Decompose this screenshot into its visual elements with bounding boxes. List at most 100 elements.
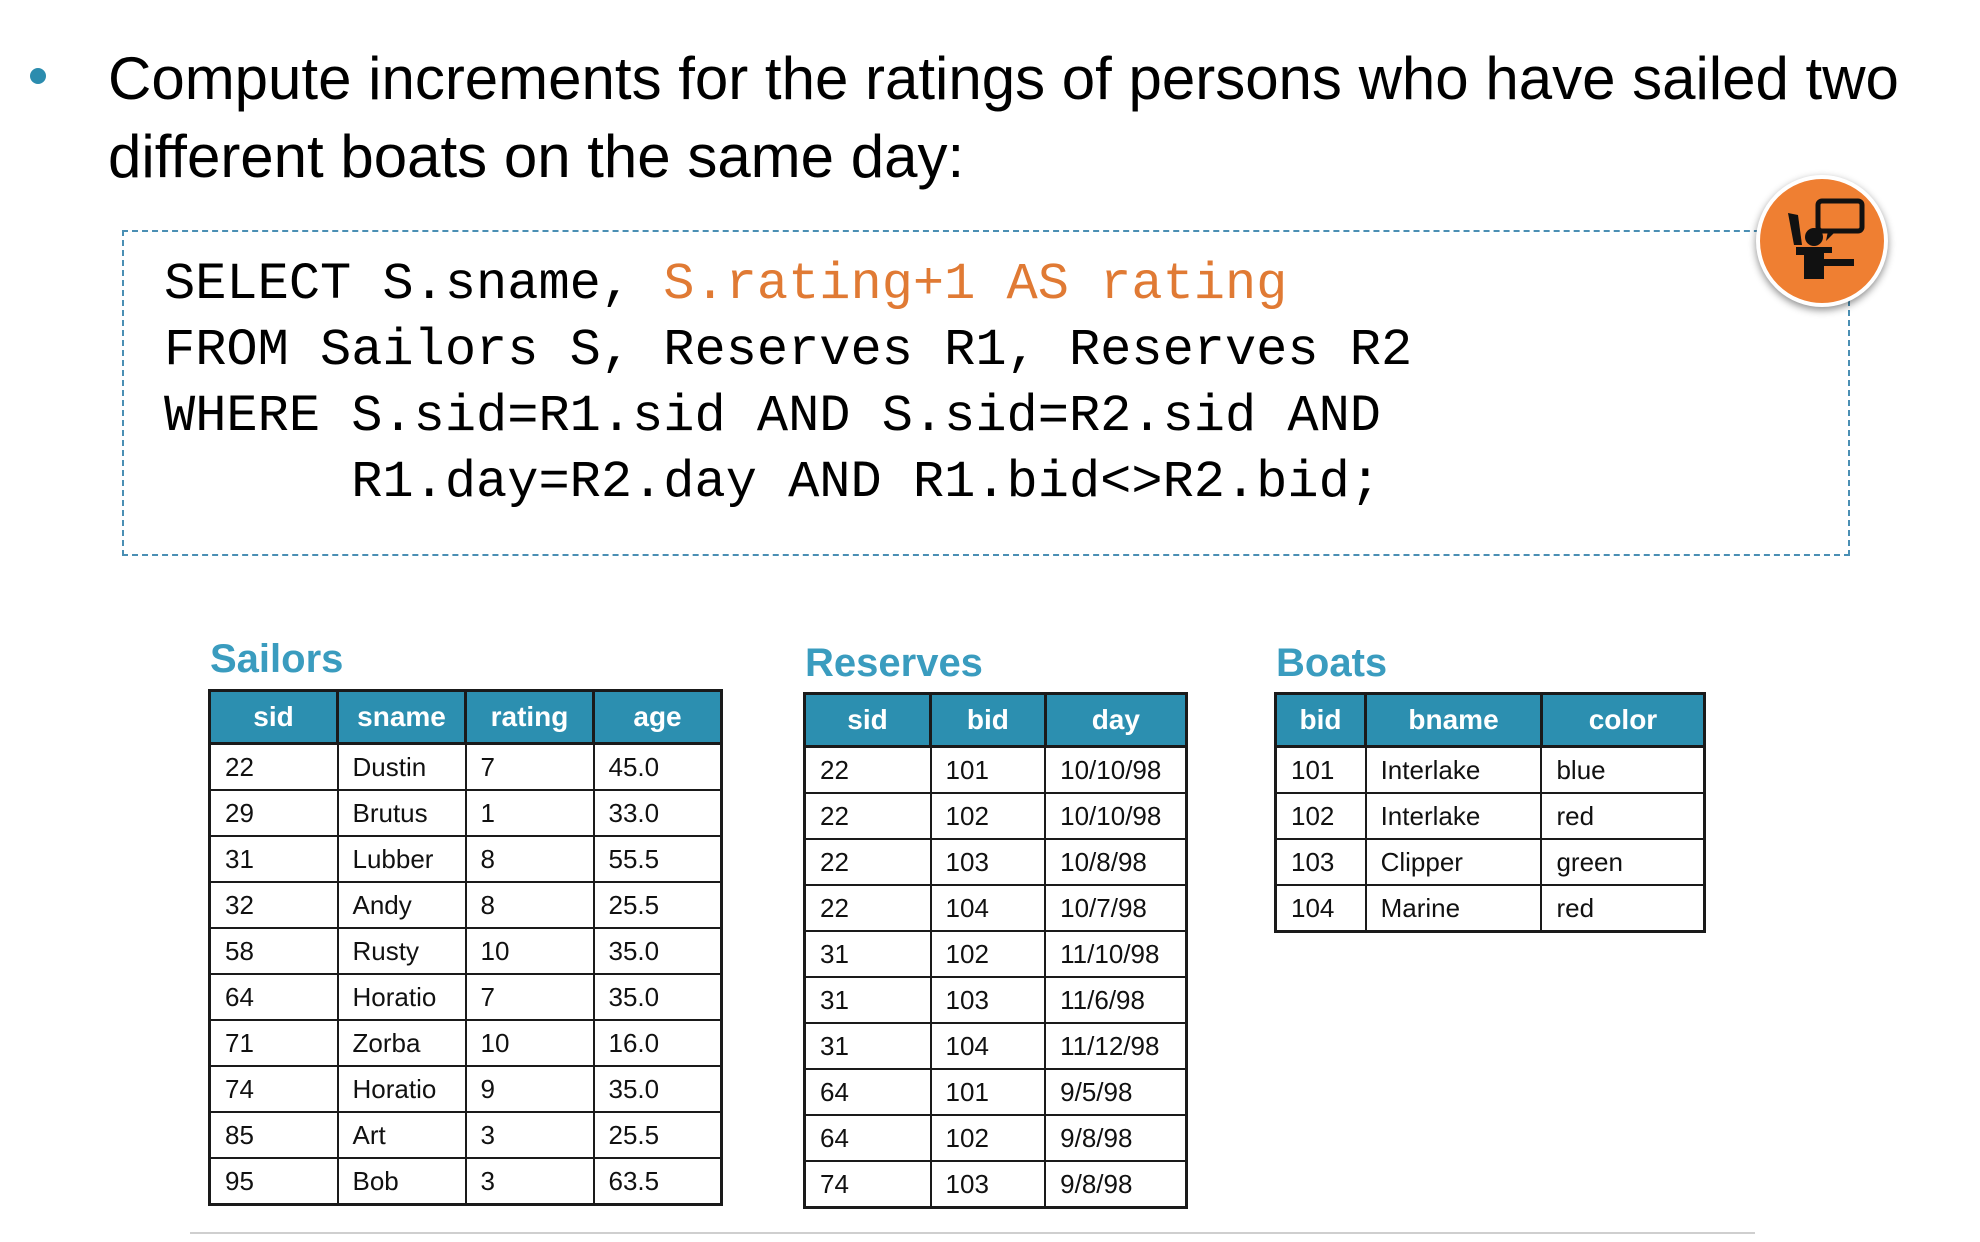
table-row: 22 101 10/10/98	[803, 745, 1188, 794]
cell: 7	[464, 973, 595, 1021]
table-row: 22 103 10/8/98	[803, 838, 1188, 886]
cell: 35.0	[592, 973, 723, 1021]
sql-line-3: WHERE S.sid=R1.sid AND S.sid=R2.sid AND	[164, 387, 1381, 446]
reserves-col-bid: bid	[929, 692, 1047, 748]
cell: 102	[929, 1114, 1047, 1162]
cell: 104	[1274, 884, 1367, 933]
cell: 102	[1274, 792, 1367, 840]
cell: Art	[336, 1111, 467, 1159]
cell: Clipper	[1364, 838, 1543, 886]
cell: 64	[803, 1068, 932, 1116]
cell: Marine	[1364, 884, 1543, 933]
cell: 31	[803, 1022, 932, 1070]
cell: 31	[803, 930, 932, 978]
cell: 11/6/98	[1044, 976, 1188, 1024]
cell: 71	[208, 1019, 339, 1067]
table-row: 74 103 9/8/98	[803, 1160, 1188, 1209]
cell: 103	[929, 1160, 1047, 1209]
sql-line-2: FROM Sailors S, Reserves R1, Reserves R2	[164, 321, 1413, 380]
sailors-col-rating: rating	[464, 689, 595, 745]
table-row: 103 Clipper green	[1274, 838, 1706, 886]
cell: 74	[208, 1065, 339, 1113]
sql-code-box: SELECT S.sname, S.rating+1 AS rating FRO…	[122, 230, 1850, 556]
reserves-col-sid: sid	[802, 692, 933, 748]
cell: 35.0	[592, 927, 723, 975]
cell: Andy	[336, 881, 467, 929]
cell: 22	[803, 884, 932, 932]
cell: red	[1540, 792, 1706, 840]
sql-line-1-select: SELECT S.sname,	[164, 255, 664, 314]
table-row: 102 Interlake red	[1274, 792, 1706, 840]
cell: Brutus	[336, 789, 467, 837]
cell: 101	[1274, 745, 1367, 794]
sailors-col-sname: sname	[336, 689, 467, 745]
cell: 55.5	[592, 835, 723, 883]
cell: 104	[929, 884, 1047, 932]
cell: 10/10/98	[1044, 792, 1188, 840]
divider	[190, 1232, 1755, 1234]
cell: 22	[803, 792, 932, 840]
cell: 22	[803, 838, 932, 886]
sailors-col-sid: sid	[208, 689, 339, 745]
cell: 102	[929, 930, 1047, 978]
cell: 10	[464, 927, 595, 975]
table-row: 101 Interlake blue	[1274, 745, 1706, 794]
cell: 10	[464, 1019, 595, 1067]
cell: red	[1540, 884, 1706, 933]
cell: 29	[208, 789, 339, 837]
cell: Lubber	[336, 835, 467, 883]
cell: 64	[208, 973, 339, 1021]
cell: 104	[929, 1022, 1047, 1070]
cell: 11/10/98	[1044, 930, 1188, 978]
cell: 8	[464, 835, 595, 883]
cell: 25.5	[592, 1111, 723, 1159]
reserves-title: Reserves	[805, 641, 983, 685]
table-row: 64 102 9/8/98	[803, 1114, 1188, 1162]
table-row: 22 102 10/10/98	[803, 792, 1188, 840]
boats-table: bid bname color 101 Interlake blue 102 Inte…	[1273, 692, 1707, 933]
cell: 103	[929, 838, 1047, 886]
cell: 58	[208, 927, 339, 975]
cell: 95	[208, 1157, 339, 1206]
sailors-col-age: age	[592, 689, 723, 745]
cell: 45.0	[592, 742, 723, 791]
cell: Dustin	[336, 742, 467, 791]
cell: 31	[803, 976, 932, 1024]
cell: 103	[929, 976, 1047, 1024]
boats-col-bname: bname	[1364, 692, 1543, 748]
cell: 10/8/98	[1044, 838, 1188, 886]
cell: 33.0	[592, 789, 723, 837]
cell: Horatio	[336, 973, 467, 1021]
table-row: 31 Lubber 8 55.5	[208, 835, 723, 883]
sql-line-1-highlight: S.rating+1 AS rating	[663, 255, 1288, 314]
table-row: 74 Horatio 9 35.0	[208, 1065, 723, 1113]
reserves-col-day: day	[1043, 692, 1189, 748]
sailors-table: sid sname rating age 22 Dustin 7 45.0 29 Bru…	[208, 689, 723, 1206]
table-row: 31 104 11/12/98	[803, 1022, 1188, 1070]
table-row: 95 Bob 3 63.5	[208, 1157, 723, 1206]
cell: 3	[464, 1157, 595, 1206]
cell: 9/8/98	[1044, 1114, 1188, 1162]
cell: blue	[1540, 745, 1706, 794]
cell: Horatio	[336, 1065, 467, 1113]
cell: 103	[1274, 838, 1367, 886]
table-row: 22 104 10/7/98	[803, 884, 1188, 932]
reserves-header-row: sid bid day	[802, 692, 1189, 748]
cell: 31	[208, 835, 339, 883]
cell: 85	[208, 1111, 339, 1159]
cell: 22	[208, 742, 339, 791]
cell: 74	[803, 1160, 932, 1209]
table-row: 64 101 9/5/98	[803, 1068, 1188, 1116]
cell: Bob	[336, 1157, 467, 1206]
table-row: 29 Brutus 1 33.0	[208, 789, 723, 837]
table-row: 31 102 11/10/98	[803, 930, 1188, 978]
cell: Interlake	[1364, 745, 1543, 794]
sql-line-4: R1.day=R2.day AND R1.bid<>R2.bid;	[164, 453, 1381, 512]
cell: 22	[803, 745, 932, 794]
sailors-header-row: sid sname rating age	[208, 689, 723, 745]
cell: 7	[464, 742, 595, 791]
cell: green	[1540, 838, 1706, 886]
presenter-question-icon[interactable]	[1756, 175, 1888, 307]
cell: 101	[929, 1068, 1047, 1116]
table-row: 58 Rusty 10 35.0	[208, 927, 723, 975]
